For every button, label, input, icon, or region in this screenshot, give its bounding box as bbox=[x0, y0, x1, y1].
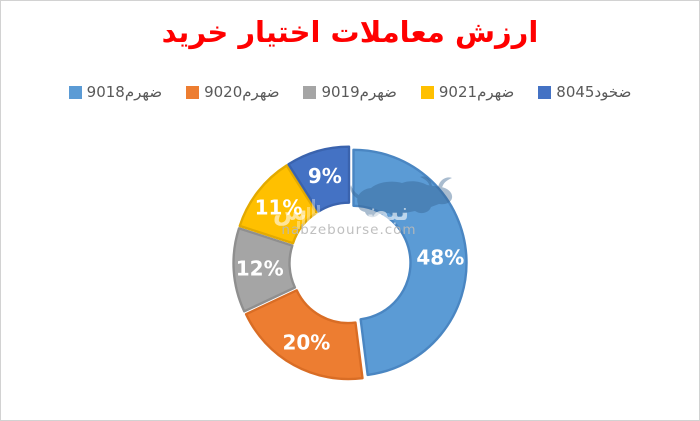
legend-swatch-icon bbox=[538, 85, 552, 99]
legend-item-1: ضهرم9018 bbox=[68, 83, 163, 101]
data-label-4: 11% bbox=[255, 196, 303, 220]
legend-item-2: ضهرم9020 bbox=[186, 83, 279, 101]
legend-swatch-icon bbox=[420, 85, 434, 99]
legend-label: ضخود8045 bbox=[556, 83, 632, 101]
legend-swatch-icon bbox=[186, 85, 200, 99]
donut-data-labels: 48% 20% 12% 11%9% bbox=[236, 164, 464, 354]
chart-title: ارزش معاملات اختیار خرید bbox=[161, 15, 539, 49]
chart-legend: ضهرم9018 ضهرم9020 ضهرم9019 ضهرم9021 ضخود8045 bbox=[1, 82, 699, 102]
legend-swatch-icon bbox=[303, 85, 317, 99]
legend-item-3: ضهرم9019 bbox=[303, 83, 397, 101]
data-label-1: 48% bbox=[416, 245, 464, 269]
legend-label: ضهرم9020 bbox=[204, 83, 280, 101]
watermark-domain-text: nabzebourse.com bbox=[281, 222, 416, 238]
donut-slice-2 bbox=[244, 289, 364, 381]
data-label-2: 20% bbox=[282, 330, 330, 354]
legend-item-4: ضهرم9021 bbox=[420, 83, 515, 101]
data-label-3: 12% bbox=[236, 257, 284, 281]
legend-label: ضهرم9019 bbox=[321, 83, 397, 101]
legend-label: ضهرم9018 bbox=[86, 83, 163, 101]
watermark-group: نبض بورس nabzebourse.com bbox=[273, 176, 453, 238]
legend-label: ضهرم9021 bbox=[438, 83, 515, 101]
donut-slice-1 bbox=[352, 148, 468, 377]
pulse-bars-icon bbox=[297, 199, 330, 229]
legend-item-5: ضخود8045 bbox=[538, 83, 631, 101]
bull-icon bbox=[350, 176, 453, 218]
legend-swatch-icon bbox=[68, 85, 82, 99]
donut-slice-4 bbox=[238, 164, 318, 245]
data-label-5: 9% bbox=[308, 164, 342, 188]
watermark-brand-text: نبض بورس bbox=[273, 197, 409, 227]
donut-slice-5 bbox=[287, 145, 351, 213]
donut-slices bbox=[232, 145, 468, 381]
donut-slice-3 bbox=[232, 227, 297, 313]
